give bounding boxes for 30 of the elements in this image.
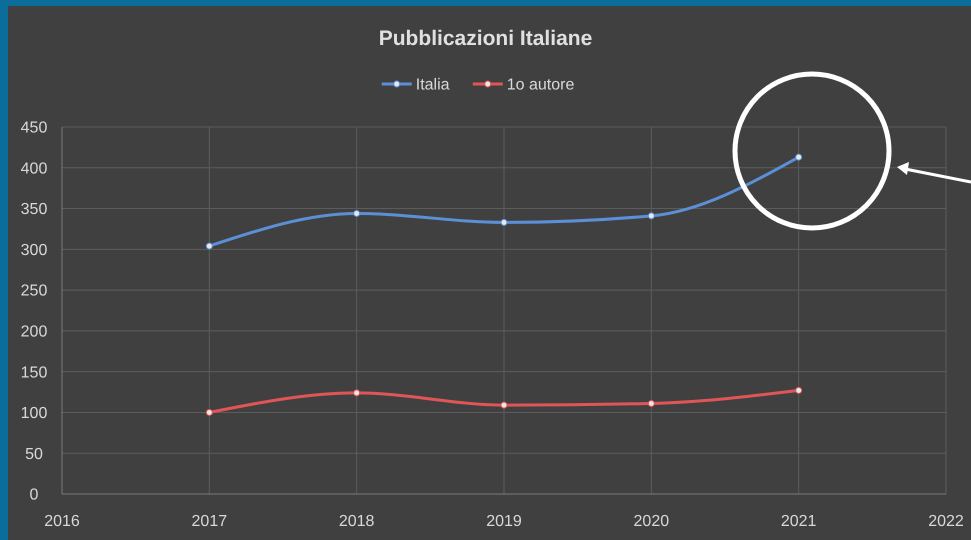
point [500, 402, 508, 409]
x-tick-label: 2020 [634, 513, 670, 530]
x-tick-label: 2018 [338, 513, 375, 530]
x-tick-label: 2019 [486, 513, 522, 530]
point [353, 389, 360, 396]
point [795, 154, 802, 161]
legend-label: Italia [416, 76, 450, 94]
x-tick-label: 2022 [928, 513, 964, 530]
point [206, 242, 213, 250]
y-tick-label: 300 [20, 242, 48, 259]
point [206, 408, 213, 416]
y-tick-label: 200 [20, 323, 48, 340]
point [353, 210, 360, 217]
point [795, 386, 802, 394]
chart-title: Pubblicazioni Italiane [378, 27, 592, 50]
y-tick-label: 100 [20, 405, 48, 422]
x-tick-label: 2017 [192, 513, 228, 530]
y-tick-label: 250 [20, 282, 48, 300]
y-tick-label: 400 [20, 160, 48, 178]
x-tick-label: 2016 [44, 513, 80, 530]
x-tick-label: 2021 [780, 513, 817, 530]
y-tick-label: 150 [20, 364, 48, 382]
y-tick-label: 0 [30, 486, 39, 504]
y-tick-label: 350 [20, 201, 48, 218]
legend-label: 1o autore [506, 76, 574, 94]
point [648, 212, 655, 220]
point [648, 400, 655, 407]
y-tick-label: 450 [20, 120, 48, 137]
point [500, 218, 508, 226]
y-tick-label: 50 [25, 446, 43, 463]
